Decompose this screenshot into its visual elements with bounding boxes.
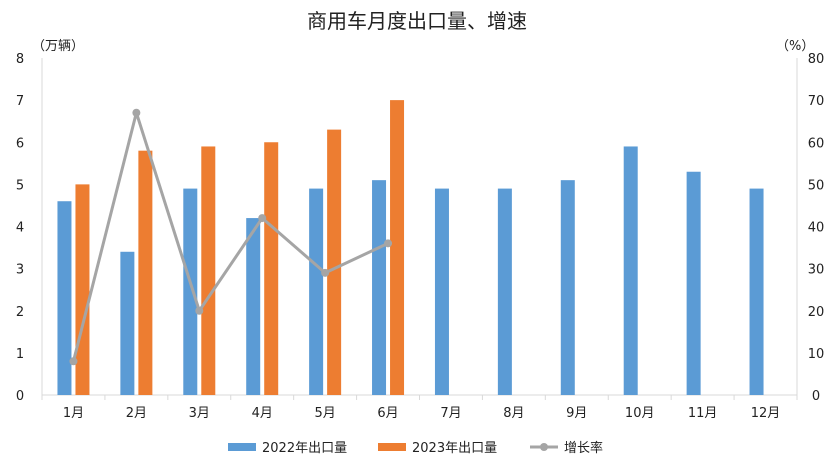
growth-rate-point [321, 268, 330, 277]
legend-label: 2022年出口量 [262, 441, 347, 456]
bar-2022 [434, 188, 449, 395]
bar-2022 [623, 146, 638, 395]
legend-swatch-marker [540, 443, 548, 451]
growth-rate-point [384, 239, 393, 248]
x-axis-category-label: 3月 [189, 406, 210, 421]
growth-rate-point [258, 214, 267, 223]
bar-2023 [264, 142, 279, 395]
x-axis-category-label: 12月 [751, 406, 781, 421]
growth-rate-point [132, 108, 141, 117]
right-axis-tick-label: 10 [808, 347, 825, 362]
legend: 2022年出口量 2023年出口量 增长率 [228, 440, 603, 456]
right-axis-tick-label: 30 [808, 263, 825, 278]
x-axis-category-label: 4月 [252, 406, 273, 421]
left-axis-tick-label: 8 [16, 52, 24, 67]
left-axis-tick-label: 7 [16, 94, 24, 109]
bar-2022 [309, 188, 324, 395]
left-axis-tick-label: 6 [16, 136, 24, 151]
bar-2022 [372, 180, 387, 395]
bar-2022 [120, 251, 135, 395]
growth-rate-point [69, 357, 78, 366]
left-axis-unit: （万辆） [32, 39, 84, 54]
bar-2023 [327, 129, 342, 396]
legend-label: 2023年出口量 [412, 441, 497, 456]
left-axis-tick-label: 2 [16, 305, 24, 320]
bar-2023 [390, 100, 405, 395]
x-axis-category-label: 11月 [688, 406, 718, 421]
legend-label: 增长率 [564, 440, 603, 456]
right-axis-tick-label: 60 [808, 136, 825, 151]
x-axis-category-label: 2月 [126, 406, 147, 421]
x-axis-category-label: 5月 [314, 406, 335, 421]
bar-2022 [183, 188, 198, 395]
left-axis-ticks: 0 1 2 3 4 5 6 7 8 [16, 52, 24, 404]
right-axis-unit: （%） [776, 39, 814, 54]
bar-2022 [497, 188, 512, 395]
bar-2022 [560, 180, 575, 395]
right-axis-tick-label: 0 [812, 389, 820, 404]
x-axis-category-label: 1月 [63, 406, 84, 421]
bar-2023 [138, 150, 153, 395]
left-axis-tick-label: 3 [16, 263, 24, 278]
x-axis-category-label: 6月 [377, 406, 398, 421]
bar-2023 [75, 184, 90, 395]
bar-2022 [57, 201, 72, 395]
growth-rate-point [195, 306, 204, 315]
x-axis-category-label: 9月 [566, 406, 587, 421]
left-axis-tick-label: 1 [16, 347, 24, 362]
x-axis-ticks: 1月 2月 3月 4月 5月 6月 7月 8月 9月 10月 11月 12月 [41, 395, 798, 421]
chart-title: 商用车月度出口量、增速 [307, 9, 527, 33]
legend-swatch-bar [378, 443, 406, 451]
right-axis-tick-label: 20 [808, 305, 825, 320]
right-axis-tick-label: 50 [808, 178, 825, 193]
line-series [69, 108, 393, 366]
left-axis-tick-label: 5 [16, 178, 24, 193]
right-axis-tick-label: 40 [808, 221, 825, 236]
left-axis-tick-label: 4 [16, 221, 24, 236]
right-axis-tick-label: 70 [808, 94, 825, 109]
bar-marks [57, 100, 764, 396]
bar-2022 [749, 188, 764, 395]
x-axis-category-label: 7月 [440, 406, 461, 421]
bar-2022 [686, 171, 701, 395]
left-axis-tick-label: 0 [16, 389, 24, 404]
growth-rate-line [72, 111, 389, 362]
x-axis-category-label: 8月 [503, 406, 524, 421]
right-axis-ticks: 0 10 20 30 40 50 60 70 80 [808, 52, 825, 404]
bar-2023 [201, 146, 216, 395]
right-axis-tick-label: 80 [808, 52, 825, 67]
legend-swatch-bar [228, 443, 256, 451]
bar-2022 [246, 218, 261, 395]
x-axis-category-label: 10月 [625, 406, 655, 421]
